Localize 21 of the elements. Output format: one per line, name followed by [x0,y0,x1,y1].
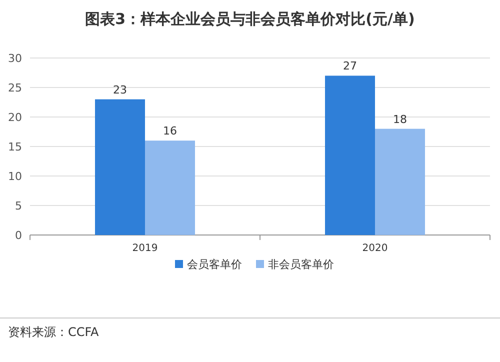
data-label: 18 [393,112,407,126]
legend-label: 非会员客单价 [268,258,334,271]
legend-label: 会员客单价 [187,258,242,271]
bar [145,140,195,235]
bar [325,76,375,235]
y-tick-label: 25 [8,82,22,94]
y-tick-label: 15 [8,140,22,154]
x-tick-label: 2020 [362,243,388,254]
y-tick-label: 30 [8,52,22,65]
data-label: 16 [163,124,177,138]
text: 资料来源：CCFA [8,325,100,339]
bar [375,128,425,235]
bar [95,99,145,235]
chart-title: 图表3：样本企业会员与非会员客单价对比(元/单) [85,10,415,28]
data-label: 23 [113,83,127,96]
x-tick-label: 2019 [132,243,158,254]
y-tick-label: 10 [8,170,22,183]
data-label: 27 [343,60,357,73]
y-tick-label: 20 [8,111,22,124]
y-tick-label: 0 [15,229,22,242]
y-tick-label: 5 [15,200,22,212]
